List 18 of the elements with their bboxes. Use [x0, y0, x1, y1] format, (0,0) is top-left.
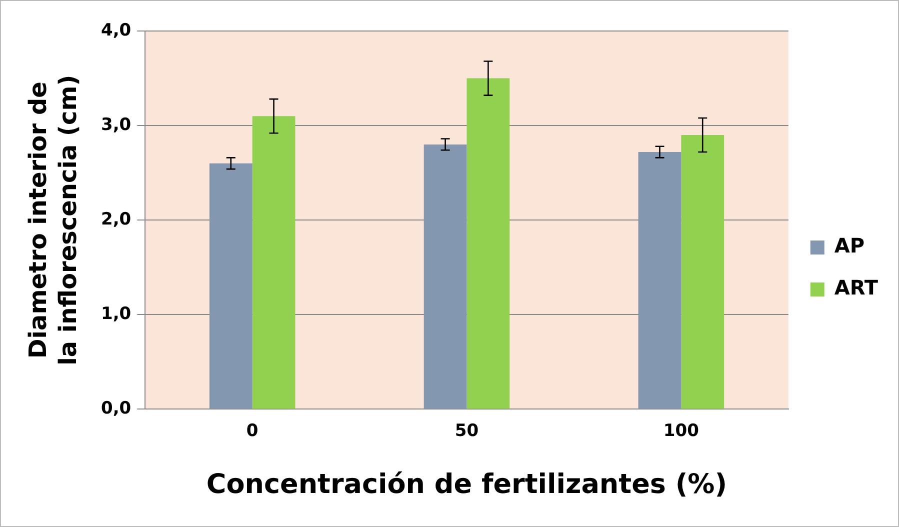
y-tick-label: 2,0	[100, 210, 132, 230]
bar	[466, 78, 510, 409]
legend-label: ART	[834, 276, 878, 300]
y-tick-label: 1,0	[100, 304, 132, 324]
bar	[681, 135, 724, 409]
y-axis-title: Diametro interior de la inflorescencia (cm)	[24, 74, 82, 366]
x-tick-label: 0	[246, 420, 258, 441]
x-tick-label: 100	[663, 420, 700, 441]
x-axis-title: Concentración de fertilizantes (%)	[206, 468, 728, 500]
y-tick-label: 4,0	[100, 20, 132, 40]
y-tick-label: 3,0	[100, 114, 132, 135]
bar	[424, 144, 467, 409]
bar	[252, 116, 296, 409]
x-tick-label: 50	[454, 420, 479, 441]
y-tick-label: 0,0	[100, 398, 132, 419]
bar	[209, 163, 252, 409]
legend-label: AP	[834, 234, 865, 258]
bar	[638, 152, 682, 409]
